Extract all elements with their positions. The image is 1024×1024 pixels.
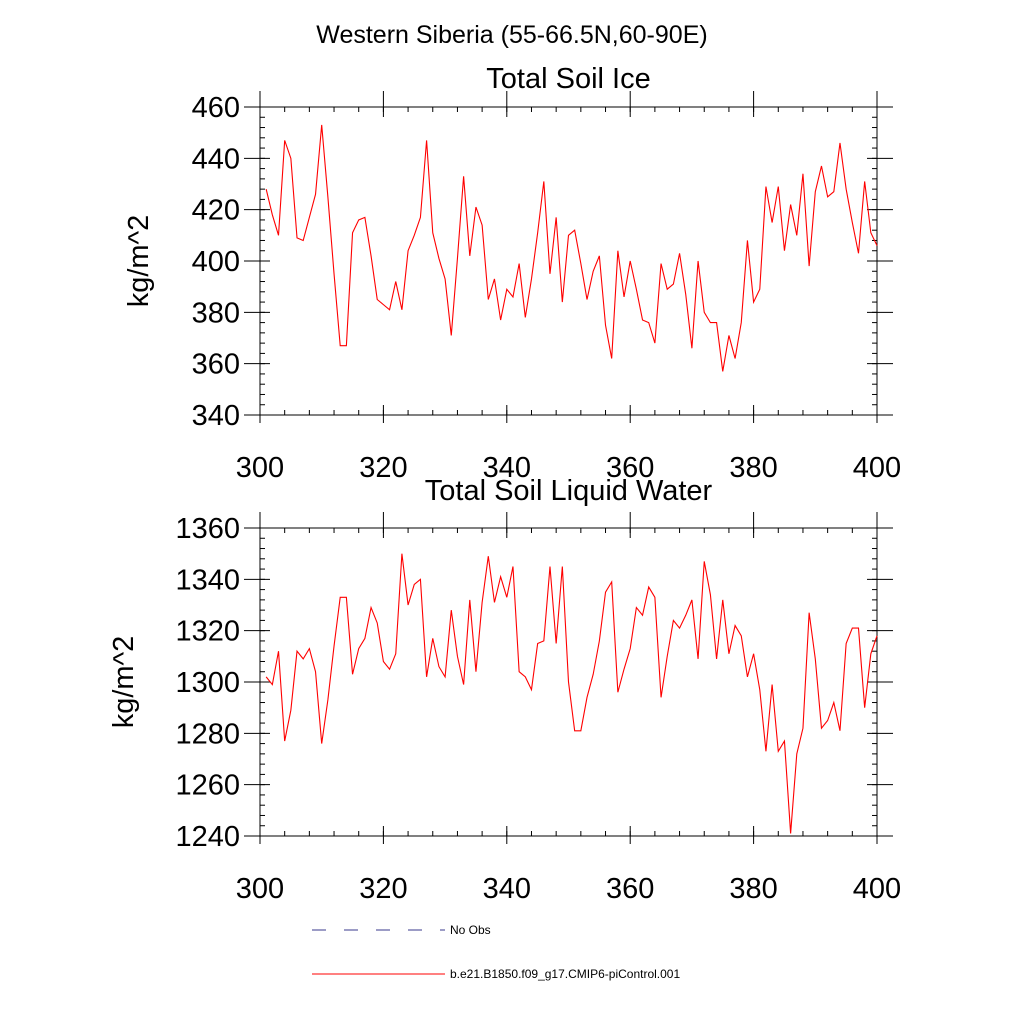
y-tick-label: 380 [192,297,240,329]
series-line [265,124,878,372]
plot-frame [259,106,878,416]
legend-label-no-obs: No Obs [450,923,491,937]
y-tick-label: 440 [192,143,240,175]
x-tick-label: 320 [359,873,407,905]
x-tick-label: 360 [606,873,654,905]
y-tick-label: 360 [192,349,240,381]
panel-title: Total Soil Liquid Water [425,475,713,507]
y-tick-label: 1260 [175,770,240,802]
y-tick-label: 340 [192,400,240,432]
x-tick-label: 340 [483,873,531,905]
y-tick-label: 1320 [175,616,240,648]
legend: No Obs b.e21.B1850.f09_g17.CMIP6-piContr… [312,923,680,981]
y-tick-label: 460 [192,92,240,124]
x-tick-label: 340 [483,452,531,484]
x-tick-label: 300 [236,873,284,905]
y-tick-label: 1340 [175,564,240,596]
y-tick-label: 1300 [175,667,240,699]
y-tick-label: 400 [192,246,240,278]
x-tick-label: 400 [853,873,901,905]
y-tick-label: 1280 [175,718,240,750]
series-line [265,553,878,834]
x-tick-label: 400 [853,452,901,484]
figure-title: Western Siberia (55-66.5N,60-90E) [316,21,707,49]
x-tick-label: 380 [729,873,777,905]
y-tick-label: 1240 [175,821,240,853]
soil-liquid-water-panel: Total Soil Liquid Water kg/m^2 300 320 340 36… [108,475,901,905]
soil-ice-panel: Total Soil Ice kg/m^2 300 320 340 360 380 400 34… [123,63,901,484]
x-tick-label: 300 [236,452,284,484]
x-tick-label: 320 [359,452,407,484]
x-tick-label: 360 [606,452,654,484]
panel-title: Total Soil Ice [486,63,650,95]
y-axis-label: kg/m^2 [108,636,140,729]
y-tick-label: 1360 [175,513,240,545]
y-axis-label: kg/m^2 [123,215,155,308]
x-tick-label: 380 [729,452,777,484]
legend-label-model: b.e21.B1850.f09_g17.CMIP6-piControl.001 [450,967,680,981]
y-tick-label: 420 [192,195,240,227]
